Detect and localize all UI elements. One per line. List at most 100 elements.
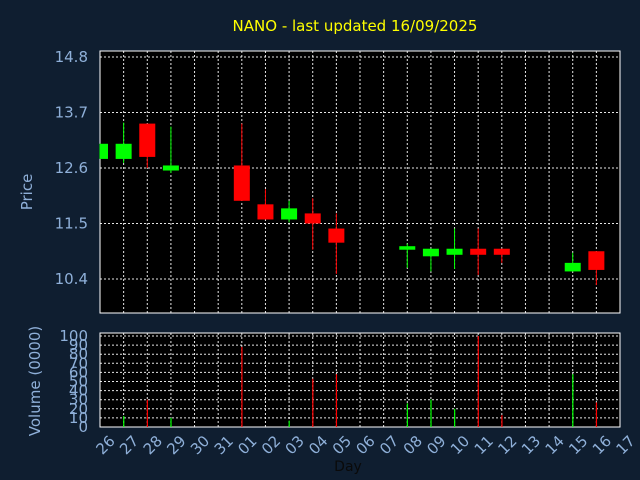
- candle-body: [233, 165, 250, 201]
- volume-bar: [595, 402, 598, 427]
- x-tick: 10: [447, 432, 473, 458]
- volume-y-tick: 100: [59, 327, 88, 345]
- price-plot-area: [99, 50, 621, 314]
- candle-body: [446, 248, 463, 255]
- candle: [422, 248, 439, 272]
- candle-body: [328, 228, 345, 243]
- volume-bar: [170, 417, 172, 427]
- candle-body: [162, 165, 179, 171]
- x-tick: 26: [92, 432, 118, 458]
- price-axis-label: Price: [18, 174, 36, 211]
- volume-gridlines: [99, 333, 621, 427]
- x-tick: 03: [282, 432, 308, 458]
- candle-body: [281, 208, 298, 220]
- volume-y-tick: 80: [69, 345, 88, 363]
- candle-body: [422, 248, 439, 257]
- candle: [470, 228, 487, 275]
- candle: [281, 200, 298, 223]
- x-tick: 09: [423, 432, 449, 458]
- volume-y-tick: 30: [69, 391, 88, 409]
- volume-y-tick: 50: [69, 373, 88, 391]
- volume-bar: [454, 408, 456, 427]
- price-y-tick: 10.4: [55, 270, 88, 288]
- candle-body: [115, 143, 132, 159]
- x-tick: 13: [518, 432, 544, 458]
- candlesticks: [99, 122, 605, 286]
- x-tick: 08: [400, 432, 426, 458]
- price-gridlines: [99, 51, 621, 313]
- x-tick: 12: [494, 432, 520, 458]
- volume-bar: [406, 403, 408, 427]
- candle: [304, 198, 321, 250]
- volume-y-tick: 40: [69, 382, 88, 400]
- candle: [446, 228, 463, 269]
- candle-body: [139, 123, 156, 157]
- x-tick: 31: [211, 432, 237, 458]
- x-tick: 29: [163, 432, 189, 458]
- candle-body: [564, 262, 581, 272]
- candle: [588, 251, 605, 286]
- candle: [257, 189, 274, 220]
- x-tick: 17: [612, 432, 638, 458]
- volume-bar: [312, 378, 314, 427]
- x-tick: 04: [305, 432, 331, 458]
- volume-bar: [572, 374, 574, 427]
- volume-bars: [123, 336, 598, 427]
- x-tick: 01: [234, 432, 260, 458]
- x-tick: 15: [565, 432, 591, 458]
- volume-y-tick: 60: [69, 363, 88, 381]
- x-tick: 27: [116, 432, 142, 458]
- x-tick: 28: [140, 432, 166, 458]
- x-tick-labels: 2627282930310102030405060708091011121314…: [92, 432, 638, 458]
- price-y-tick: 12.6: [55, 159, 88, 177]
- candle-body: [493, 248, 510, 255]
- volume-bar: [477, 336, 479, 427]
- candle-body: [470, 248, 487, 255]
- volume-bar: [123, 416, 125, 427]
- price-y-tick: 13.7: [55, 104, 88, 122]
- x-tick: 11: [471, 432, 497, 458]
- chart-title: NANO - last updated 16/09/2025: [233, 17, 478, 35]
- volume-bar: [335, 374, 338, 427]
- volume-bar: [288, 420, 290, 427]
- candle-body: [304, 213, 321, 224]
- candle: [99, 143, 108, 159]
- candle: [493, 248, 510, 263]
- candle: [162, 126, 179, 174]
- volume-bar: [430, 399, 432, 427]
- candle-body: [588, 251, 605, 270]
- volume-y-tick: 0: [78, 418, 88, 436]
- candle: [399, 243, 416, 268]
- x-tick: 05: [329, 432, 355, 458]
- volume-y-tick: 10: [69, 409, 88, 427]
- volume-bar: [241, 346, 243, 427]
- candle: [564, 252, 581, 272]
- price-y-tick-labels: 14.8 13.7 12.6 11.5 10.4: [55, 48, 88, 288]
- volume-y-tick: 90: [69, 336, 88, 354]
- price-y-tick: 14.8: [55, 48, 88, 66]
- x-axis-label: Day: [334, 459, 362, 475]
- volume-bar: [146, 399, 148, 427]
- price-y-tick: 11.5: [55, 215, 88, 233]
- candle: [115, 122, 132, 163]
- volume-plot-area: [99, 332, 621, 428]
- candle-body: [100, 143, 108, 159]
- x-tick: 14: [542, 432, 568, 458]
- volume-bar: [501, 415, 503, 427]
- candle-body: [257, 204, 274, 220]
- x-tick: 16: [589, 432, 615, 458]
- x-tick: 30: [187, 432, 213, 458]
- x-tick: 02: [258, 432, 284, 458]
- candle: [139, 123, 156, 168]
- volume-axis-label: Volume (0000): [26, 326, 44, 436]
- x-tick: 06: [352, 432, 378, 458]
- x-tick: 07: [376, 432, 402, 458]
- candle-body: [399, 246, 416, 250]
- candle: [328, 213, 345, 274]
- volume-y-tick: 20: [69, 400, 88, 418]
- candle: [233, 123, 250, 201]
- volume-y-tick: 70: [69, 354, 88, 372]
